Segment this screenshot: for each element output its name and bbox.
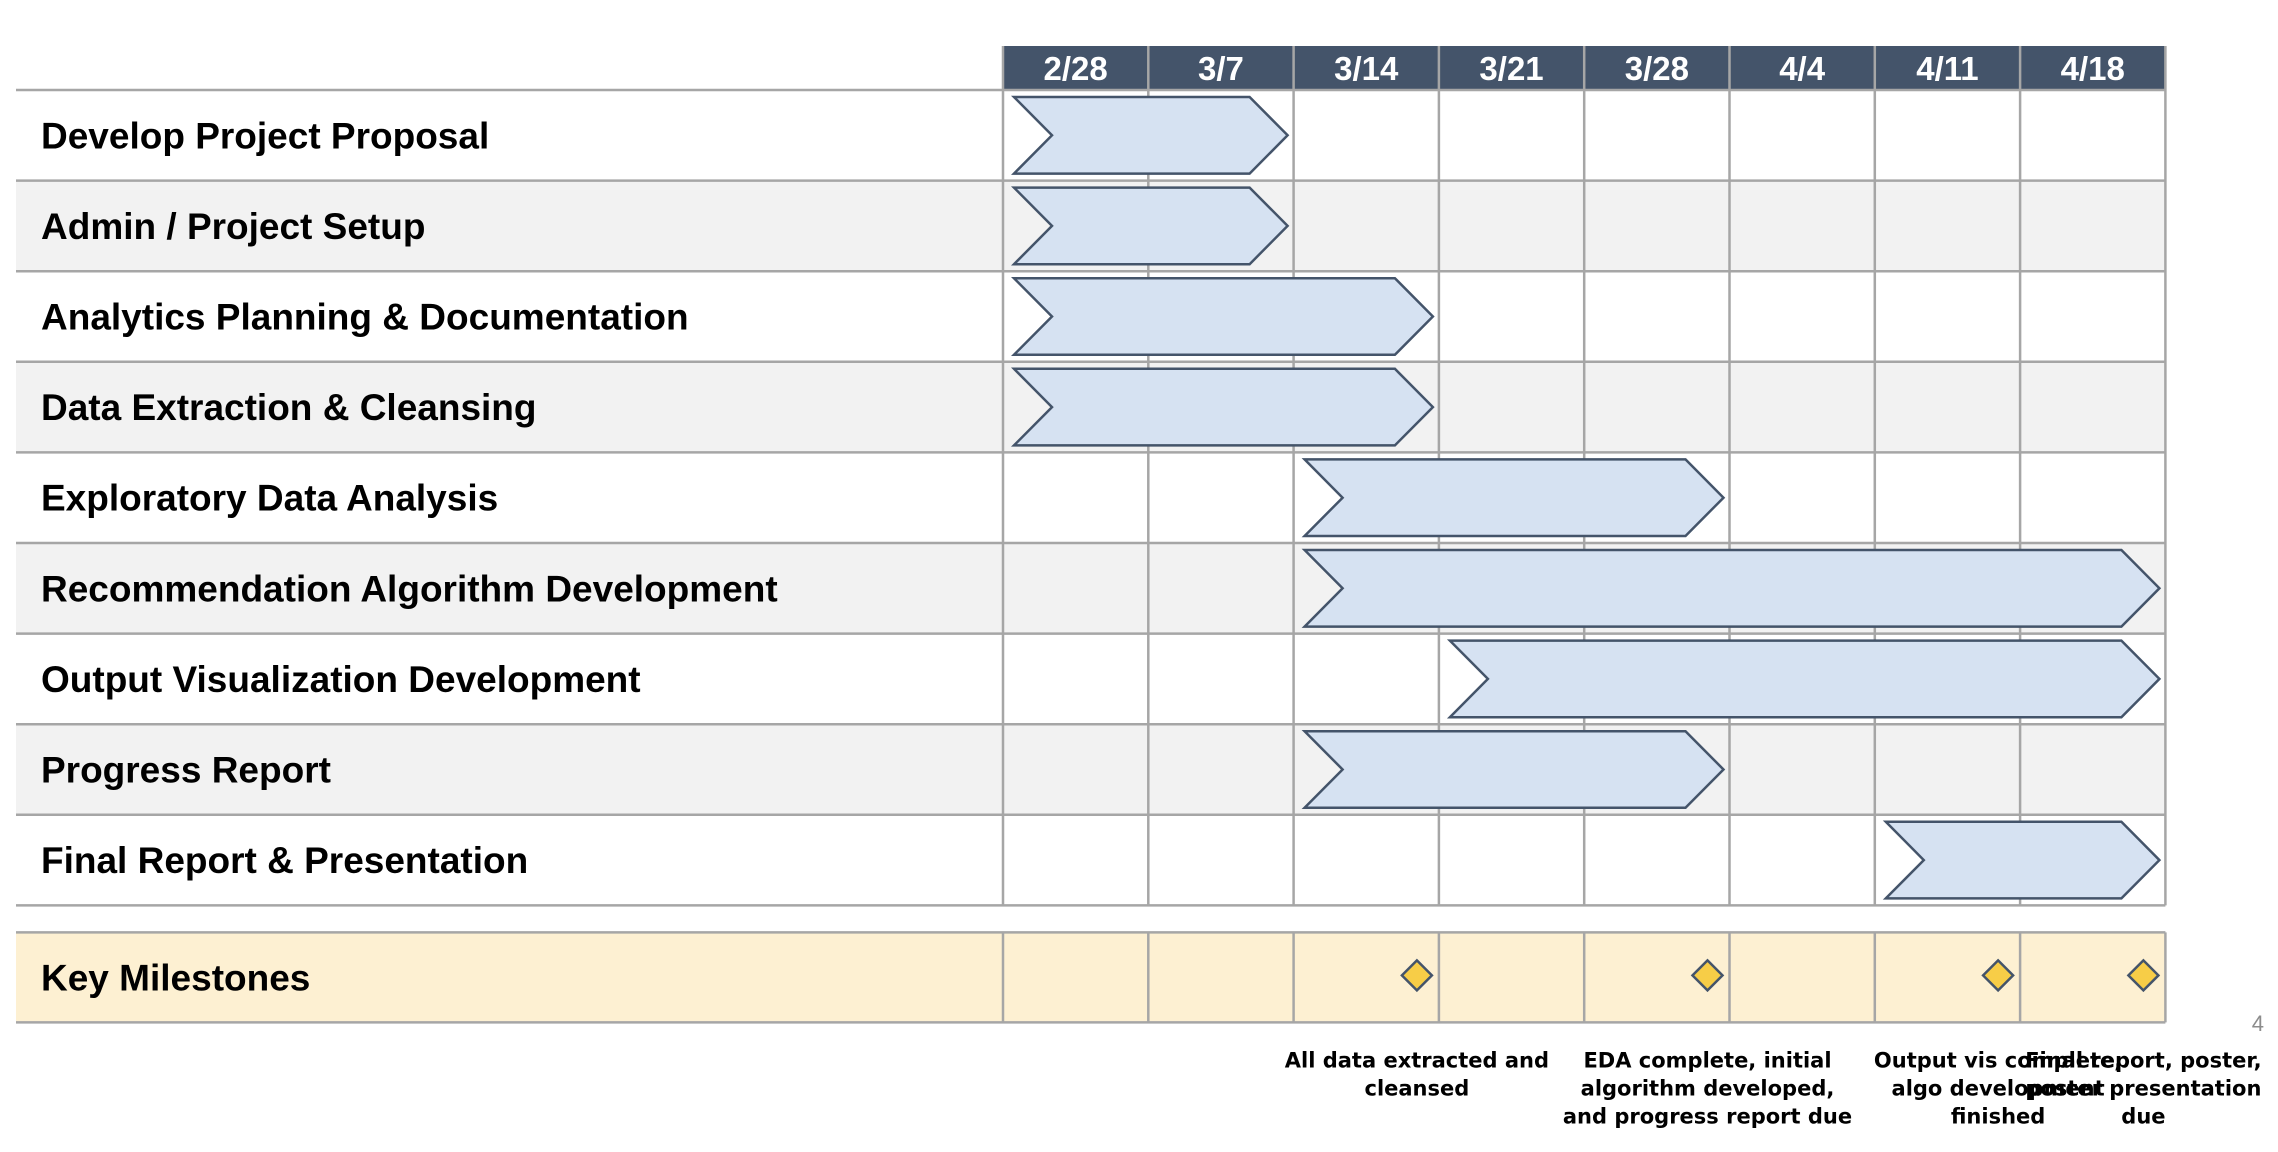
row-background: [16, 452, 2166, 543]
week-header: 2/28 3/7 3/14 3/21 3/28 4/4 4/11 4/18: [1003, 46, 2166, 90]
week-label: 4/4: [1779, 50, 1826, 87]
milestone-caption: due: [2121, 1104, 2165, 1128]
task-bars: [1010, 95, 2162, 900]
milestone-row-background: [16, 932, 2166, 1023]
week-header-cell: [1438, 46, 1585, 90]
week-label: 3/21: [1479, 50, 1543, 87]
task-label: Develop Project Proposal: [41, 115, 489, 156]
week-label: 2/28: [1044, 50, 1108, 87]
milestone-caption: algo development: [1892, 1076, 2105, 1100]
milestone-diamond: [1981, 958, 2015, 993]
week-header-cell: [1293, 46, 1439, 90]
week-label: 3/28: [1625, 50, 1689, 87]
task-label: Output Visualization Development: [41, 659, 641, 700]
week-label: 3/7: [1198, 50, 1244, 87]
grid-lines: [16, 46, 2167, 907]
milestone-diamond: [2126, 958, 2161, 993]
milestone-caption: poster presentation: [2025, 1076, 2261, 1100]
week-label: 4/11: [1916, 50, 1978, 87]
task-bar: [1010, 367, 1435, 447]
milestone-caption: cleansed: [1365, 1076, 1470, 1100]
task-label: Analytics Planning & Documentation: [41, 297, 689, 338]
task-bar: [1301, 548, 2162, 628]
week-header-cell: [1584, 46, 1730, 90]
page-number: 4: [2252, 1011, 2264, 1036]
task-bar: [1446, 639, 2162, 719]
week-label: 4/18: [2061, 50, 2125, 87]
task-label: Progress Report: [41, 750, 331, 791]
milestone-diamond: [1690, 958, 1725, 993]
milestone-caption: Final report, poster,: [2025, 1048, 2261, 1072]
task-label: Recommendation Algorithm Development: [41, 568, 778, 609]
task-bar: [1301, 458, 1726, 538]
milestone-caption: finished: [1951, 1104, 2045, 1128]
task-label: Admin / Project Setup: [41, 206, 425, 247]
task-labels: Develop Project Proposal Admin / Project …: [41, 115, 778, 881]
week-header-cell: [1874, 46, 2021, 90]
milestone-diamond: [1400, 958, 1434, 993]
task-bar: [1010, 95, 1290, 175]
milestones-section: Key Milestones All data extracted and clea…: [16, 931, 2262, 1128]
milestone-caption: All data extracted and: [1285, 1048, 1549, 1072]
task-bar: [1301, 729, 1726, 810]
week-label: 3/14: [1334, 50, 1399, 87]
milestones-section-label: Key Milestones: [41, 957, 310, 998]
milestone-caption: Output vis complete,: [1874, 1048, 2122, 1072]
task-bar: [1010, 186, 1290, 266]
task-label: Data Extraction & Cleansing: [41, 387, 537, 428]
task-bar: [1010, 276, 1435, 357]
task-label: Exploratory Data Analysis: [41, 478, 498, 519]
week-header-cell: [2020, 46, 2166, 90]
milestone-caption: EDA complete, initial: [1583, 1048, 1831, 1072]
week-header-cell: [1148, 46, 1294, 90]
week-header-cell: [1729, 46, 1875, 90]
week-header-cell: [1003, 46, 1149, 90]
milestone-caption: algorithm developed,: [1581, 1076, 1835, 1100]
row-background: [16, 724, 2166, 815]
task-bar: [1882, 820, 2162, 900]
task-label: Final Report & Presentation: [41, 840, 528, 881]
milestone-caption: and progress report due: [1563, 1104, 1852, 1128]
row-background: [16, 814, 2166, 906]
